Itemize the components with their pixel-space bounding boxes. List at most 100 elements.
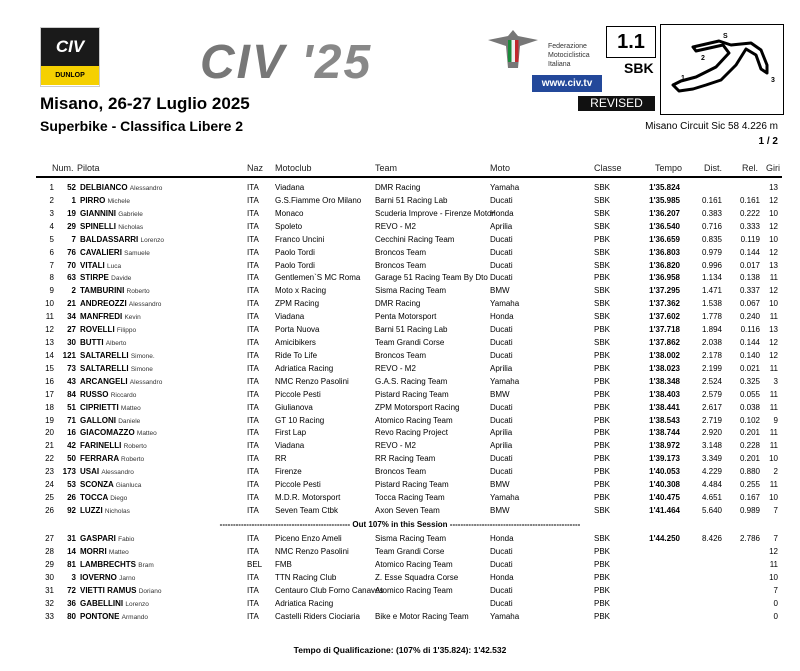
position: 12 <box>45 325 54 335</box>
col-header-team: Team <box>375 163 398 173</box>
dunlop-logo: DUNLOP <box>41 66 99 85</box>
interval: 0.021 <box>739 363 760 373</box>
nationality: ITA <box>247 234 259 244</box>
rider-name: FERRARA Roberto <box>80 454 144 465</box>
rider-number: 42 <box>67 441 76 451</box>
website-link[interactable]: www.civ.tv <box>532 75 602 92</box>
laps: 10 <box>769 299 778 309</box>
team: Barni 51 Racing Lab <box>375 195 448 205</box>
lap-time: 1'37.362 <box>649 299 680 309</box>
gap: 3.349 <box>701 454 722 464</box>
team: Revo Racing Project <box>375 428 448 438</box>
rider-firstname: Samuele <box>124 249 150 257</box>
bike: Aprilia <box>490 363 513 373</box>
gap: 2.038 <box>701 338 722 348</box>
bike: Honda <box>490 208 514 218</box>
lap-time: 1'38.744 <box>649 428 680 438</box>
col-header-rel: Rel. <box>742 163 759 173</box>
class: PBK <box>594 428 611 438</box>
class: PBK <box>594 350 611 360</box>
lap-time: 1'38.403 <box>649 389 680 399</box>
laps: 12 <box>769 350 778 360</box>
lap-time: 1'38.441 <box>649 402 680 412</box>
bike: Ducati <box>490 234 513 244</box>
rider-name: FARINELLI Roberto <box>80 441 147 452</box>
interval: 0.102 <box>739 415 760 425</box>
motoclub: Ride To Life <box>275 350 318 360</box>
rider-number: 1 <box>71 195 76 205</box>
rider-surname: GASPARI <box>80 534 116 543</box>
lap-time: 1'38.543 <box>649 415 680 425</box>
rider-number: 51 <box>67 402 76 412</box>
class: SBK <box>594 183 611 192</box>
laps: 12 <box>769 195 778 205</box>
rider-firstname: Alessandro <box>129 185 163 192</box>
position: 32 <box>45 598 54 608</box>
interval: 0.240 <box>739 312 760 322</box>
lap-time: 1'38.023 <box>649 363 680 373</box>
rider-surname: FERRARA <box>80 454 119 464</box>
col-header-tempo: Tempo <box>655 163 683 173</box>
nationality: ITA <box>247 546 259 556</box>
rider-name: GIANNINI Gabriele <box>80 209 143 220</box>
rider-name: LAMBRECHTS Bram <box>80 560 154 571</box>
lap-time: 1'38.972 <box>649 441 680 451</box>
class: SBK <box>594 208 611 218</box>
rider-name: ROVELLI Filippo <box>80 325 136 336</box>
motoclub: ZPM Racing <box>275 299 320 309</box>
rider-firstname: Doriano <box>138 587 162 595</box>
corner-label: S <box>723 33 728 40</box>
col-header-moto: Moto <box>490 163 511 173</box>
separator-label: Out 107% in this Session <box>352 520 448 529</box>
bike: Aprilia <box>490 428 513 438</box>
lap-time: 1'36.540 <box>649 221 680 231</box>
rider-firstname: Matteo <box>120 404 141 412</box>
rider-firstname: Bram <box>138 561 154 569</box>
rider-name: STIRPE Davide <box>80 273 131 284</box>
class: PBK <box>594 598 611 608</box>
lap-time: 1'36.207 <box>649 208 680 218</box>
class: PBK <box>594 480 611 490</box>
nationality: ITA <box>247 221 259 231</box>
gap: 2.178 <box>701 350 722 360</box>
rider-number: 14 <box>67 546 76 556</box>
class: PBK <box>594 611 611 621</box>
laps: 10 <box>769 454 778 464</box>
motoclub: Moto x Racing <box>275 286 327 296</box>
rider-number: 76 <box>67 247 76 257</box>
class: PBK <box>594 441 611 451</box>
team: Broncos Team <box>375 467 426 477</box>
class: PBK <box>594 454 611 464</box>
rider-firstname: Matteo <box>136 430 157 438</box>
position: 14 <box>45 350 54 360</box>
rider-firstname: Filippo <box>116 327 137 335</box>
lap-time: 1'35.824 <box>649 183 680 192</box>
gap: 4.484 <box>701 480 722 490</box>
rider-firstname: Alessandro <box>101 469 134 477</box>
laps: 12 <box>769 286 778 296</box>
corner-label: 2 <box>701 55 705 62</box>
team: Bike e Motor Racing Team <box>375 611 469 621</box>
class: PBK <box>594 572 611 582</box>
rider-number: 52 <box>67 183 76 192</box>
class: SBK <box>594 195 611 205</box>
gap: 0.835 <box>701 234 722 244</box>
bike: Aprilia <box>490 441 513 451</box>
rider-surname: BUTTI <box>80 338 104 348</box>
rider-firstname: Simone <box>130 365 153 373</box>
rider-surname: TAMBURINI <box>80 286 125 296</box>
gap: 2.920 <box>701 428 722 438</box>
rider-firstname: Roberto <box>123 443 147 451</box>
bike: Honda <box>490 534 514 543</box>
lap-time: 1'36.820 <box>649 260 680 270</box>
rider-name: GABELLINI Lorenzo <box>80 599 149 610</box>
rider-surname: PIRRO <box>80 195 106 205</box>
team: REVO - M2 <box>375 363 416 373</box>
nationality: ITA <box>247 183 259 192</box>
motoclub: Adriatica Racing <box>275 598 334 608</box>
position: 7 <box>49 260 54 270</box>
lap-time: 1'40.475 <box>649 493 680 503</box>
rider-surname: FARINELLI <box>80 441 122 451</box>
rider-surname: MORRI <box>80 546 107 556</box>
laps: 11 <box>769 389 778 399</box>
